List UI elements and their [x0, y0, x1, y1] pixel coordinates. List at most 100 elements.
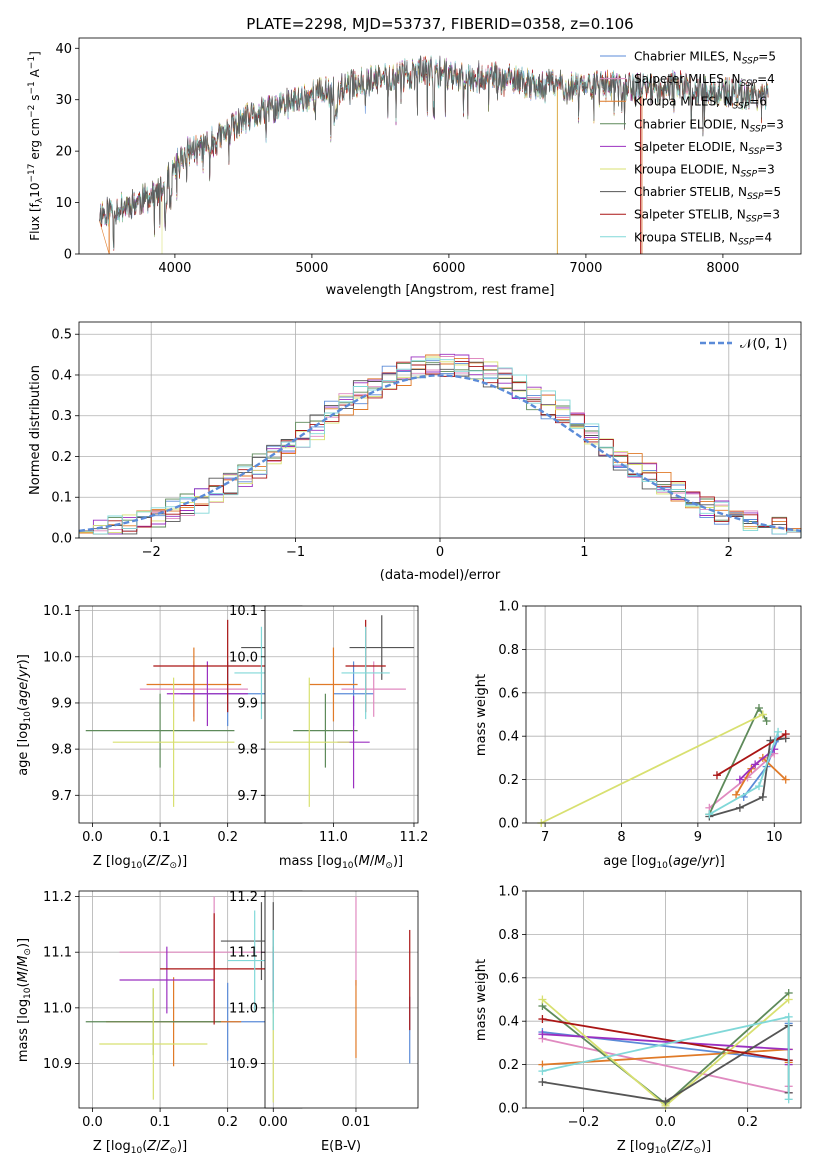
y-tick-label: 0.4 — [51, 368, 72, 383]
legend-label: Kroupa MILES, NSSP=6 — [634, 95, 767, 112]
y-tick-label: 0.2 — [51, 450, 72, 465]
normal-legend-label: 𝒩(0, 1) — [740, 337, 787, 352]
y-tick-label: 9.8 — [237, 743, 258, 758]
y-tick-label: 10.1 — [43, 604, 72, 619]
residual-xlabel: (data-model)/error — [380, 568, 501, 583]
y-tick-label: 9.7 — [51, 789, 72, 804]
panel-lines — [537, 703, 790, 827]
y-tick-label: 9.9 — [237, 696, 258, 711]
wz-xlabel: Z [log10(Z/Z⊙)] — [617, 1139, 711, 1156]
y-tick-label: 0.1 — [51, 491, 72, 506]
legend-label: Kroupa STELIB, NSSP=4 — [634, 230, 772, 247]
panel-frame — [525, 890, 802, 1109]
y-tick-label: 9.7 — [237, 789, 258, 804]
x-tick-label: 0.1 — [150, 830, 171, 845]
panel-axes: 11.0 11.2 9.7 9.8 9.9 10.0 10.1 — [229, 604, 428, 845]
y-tick-label: 10 — [55, 196, 72, 211]
figure-title: PLATE=2298, MJD=53737, FIBERID=0358, z=0… — [246, 15, 633, 33]
x-tick-label: 0.0 — [82, 830, 103, 845]
y-tick-label: 11.1 — [43, 946, 72, 961]
panel-background — [265, 606, 418, 823]
weight-vs-age-panel: 7 8 9 10 0.0 0.2 0.4 0.6 0.8 1.0 — [498, 600, 802, 845]
massz-ylabel: mass [log10(M/M⊙)] — [16, 938, 33, 1062]
panel-frame — [264, 890, 419, 1109]
x-tick-label: 0.2 — [217, 830, 238, 845]
x-tick-label: 8000 — [706, 261, 739, 276]
legend-label: Salpeter STELIB, NSSP=3 — [634, 208, 780, 225]
panel-axes: −0.2 0.0 0.2 0.0 0.2 0.4 0.6 0.8 1.0 — [498, 885, 801, 1130]
y-tick-label: 1.0 — [498, 600, 519, 615]
x-tick-label: 0.2 — [217, 1115, 238, 1130]
y-tick-label: 10.0 — [43, 650, 72, 665]
panel-points — [272, 896, 411, 1103]
y-tick-label: 0.6 — [498, 686, 519, 701]
x-tick-label: 7000 — [569, 261, 602, 276]
massebv-xlabel: E(B-V) — [321, 1139, 361, 1154]
y-tick-label: 11.0 — [229, 1001, 258, 1016]
x-tick-label: −2 — [142, 545, 161, 560]
y-tick-label: 30 — [55, 93, 72, 108]
y-tick-label: 0.2 — [498, 773, 519, 788]
wage-xlabel: age [log10(age/yr)] — [603, 854, 725, 871]
spectrum-line-chabrier-stelib — [99, 55, 769, 248]
residual-plot-area — [78, 353, 802, 538]
y-tick-label: 1.0 — [498, 885, 519, 900]
x-tick-label: 0.01 — [341, 1115, 370, 1130]
x-tick-label: 1 — [580, 545, 588, 560]
spectrum-xlabel: wavelength [Angstrom, rest frame] — [326, 283, 555, 298]
panel-background — [265, 891, 418, 1108]
legend-label: Chabrier ELODIE, NSSP=3 — [634, 117, 784, 134]
y-tick-label: 0.2 — [498, 1058, 519, 1073]
spectrum-ylabel: Flux [fλ10−17 erg cm−2 s−1 A−1] — [27, 51, 45, 241]
residual-panel: −2 −1 0 1 2 0.0 0.1 0.2 0.3 0.4 0.5 (data-model)/e… — [28, 321, 802, 583]
y-tick-label: 11.2 — [229, 890, 258, 905]
wz-ylabel: mass weight — [474, 959, 489, 1041]
x-tick-label: 6000 — [432, 261, 465, 276]
legend-label: Salpeter MILES, NSSP=4 — [634, 72, 775, 89]
y-tick-label: 0.4 — [498, 730, 519, 745]
x-tick-label: 0 — [436, 545, 444, 560]
weight-line — [540, 713, 764, 824]
residual-legend: 𝒩(0, 1) — [700, 337, 787, 352]
weight-vs-metallicity-panel: −0.2 0.0 0.2 0.0 0.2 0.4 0.6 0.8 1.0 — [498, 885, 802, 1130]
age-vs-metallicity-panel: 0.0 0.1 0.2 9.7 9.8 9.9 10.0 10.1 — [43, 604, 303, 845]
y-tick-label: 10.9 — [229, 1057, 258, 1072]
mass-vs-ebv-panel: 0.00 0.01 10.9 11.0 11.1 11.2 — [229, 890, 419, 1130]
legend-label: Chabrier MILES, NSSP=5 — [634, 50, 776, 67]
x-tick-label: 0.0 — [655, 1115, 676, 1130]
panel-frame — [525, 605, 802, 824]
spectrum-legend: Chabrier MILES, NSSP=5 Salpeter MILES, NS… — [600, 50, 784, 247]
panel-lines — [538, 988, 793, 1110]
y-tick-label: 10.1 — [229, 604, 258, 619]
weight-line — [542, 1018, 789, 1062]
histogram-kroupa-stelib — [78, 358, 802, 538]
y-tick-label: 11.2 — [43, 890, 72, 905]
panel-axes: 0.0 0.1 0.2 10.9 11.0 11.1 11.2 — [43, 890, 302, 1130]
y-tick-label: 0.0 — [498, 1102, 519, 1117]
spectrum-ticks: 4000 5000 6000 7000 8000 0 10 20 30 40 — [55, 42, 739, 276]
y-tick-label: 0.5 — [51, 328, 72, 343]
y-tick-label: 0 — [64, 248, 72, 263]
x-tick-label: 11.0 — [319, 830, 348, 845]
legend-label: Kroupa ELODIE, NSSP=3 — [634, 163, 775, 180]
x-tick-label: 2 — [725, 545, 733, 560]
x-tick-label: −0.2 — [568, 1115, 600, 1130]
y-tick-label: 10.9 — [43, 1057, 72, 1072]
y-tick-label: 11.1 — [229, 946, 258, 961]
legend-label: Chabrier STELIB, NSSP=5 — [634, 185, 781, 202]
y-tick-label: 0.3 — [51, 409, 72, 424]
y-tick-label: 11.0 — [43, 1001, 72, 1016]
x-tick-label: 0.0 — [82, 1115, 103, 1130]
spectrum-panel: 4000 5000 6000 7000 8000 0 10 20 30 40 wavelength… — [27, 37, 802, 298]
x-tick-label: 8 — [617, 830, 625, 845]
agem-xlabel: mass [log10(M/M⊙)] — [279, 854, 403, 871]
y-tick-label: 0.8 — [498, 643, 519, 658]
y-tick-label: 9.9 — [51, 696, 72, 711]
y-tick-label: 0.0 — [51, 532, 72, 547]
panel-points — [269, 615, 414, 807]
residual-ticks: −2 −1 0 1 2 0.0 0.1 0.2 0.3 0.4 0.5 — [51, 328, 733, 560]
y-tick-label: 0.0 — [498, 817, 519, 832]
residual-ylabel: Normed distribution — [28, 365, 43, 495]
y-tick-label: 0.6 — [498, 971, 519, 986]
